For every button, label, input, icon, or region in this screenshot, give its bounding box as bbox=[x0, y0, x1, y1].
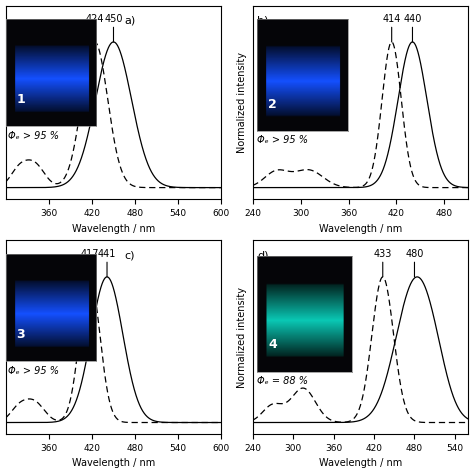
Text: 441: 441 bbox=[98, 249, 116, 277]
Text: 414: 414 bbox=[383, 15, 401, 42]
Text: Φₑ = 88 %: Φₑ = 88 % bbox=[257, 376, 308, 386]
Text: 480: 480 bbox=[405, 249, 424, 277]
X-axis label: Wavelength / nm: Wavelength / nm bbox=[72, 458, 155, 468]
X-axis label: Wavelength / nm: Wavelength / nm bbox=[72, 224, 155, 234]
Text: 440: 440 bbox=[403, 15, 422, 42]
X-axis label: Wavelength / nm: Wavelength / nm bbox=[319, 458, 402, 468]
Text: Φₑ > 95 %: Φₑ > 95 % bbox=[8, 366, 59, 376]
Text: 450: 450 bbox=[104, 15, 123, 42]
Text: d): d) bbox=[257, 250, 268, 260]
Y-axis label: Normalized intensity: Normalized intensity bbox=[237, 52, 247, 153]
Y-axis label: Normalized intensity: Normalized intensity bbox=[237, 287, 247, 388]
Text: Φₑ > 95 %: Φₑ > 95 % bbox=[8, 131, 59, 141]
Text: a): a) bbox=[124, 15, 136, 25]
Text: b): b) bbox=[257, 15, 268, 25]
X-axis label: Wavelength / nm: Wavelength / nm bbox=[319, 224, 402, 234]
Text: Φₑ > 95 %: Φₑ > 95 % bbox=[257, 136, 308, 146]
Text: 433: 433 bbox=[374, 249, 392, 277]
Text: 417: 417 bbox=[81, 249, 99, 277]
Text: 424: 424 bbox=[85, 15, 104, 42]
Text: c): c) bbox=[124, 250, 135, 260]
